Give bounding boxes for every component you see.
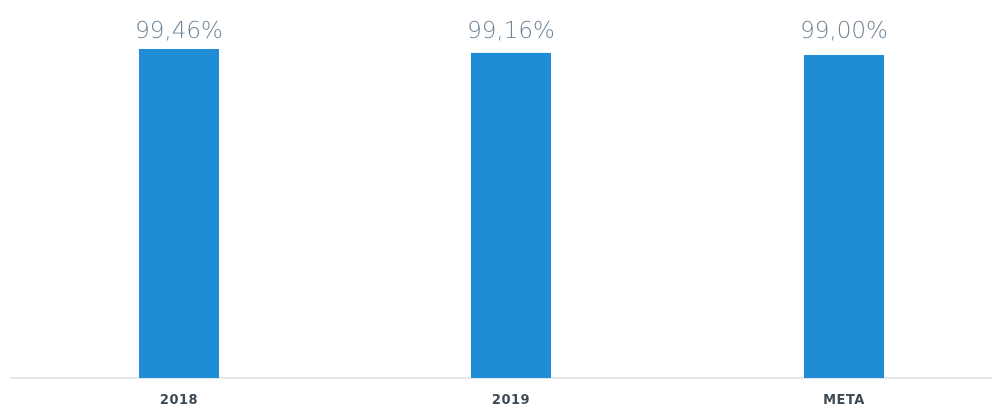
value-label-2018: 99,46% [135, 18, 223, 44]
value-labels-group: 99,46% 99,16% 99,00% [135, 18, 888, 44]
value-label-2019: 99,16% [467, 18, 555, 44]
category-label-2018: 2018 [160, 393, 198, 408]
bar-2019 [471, 52, 551, 379]
category-label-meta: META [823, 393, 865, 408]
category-labels-group: 2018 2019 META [160, 393, 865, 408]
value-label-meta: 99,00% [800, 18, 888, 44]
bar-2018 [139, 49, 219, 378]
bars-group [139, 49, 884, 379]
bar-meta [804, 54, 884, 378]
category-label-2019: 2019 [492, 393, 530, 408]
